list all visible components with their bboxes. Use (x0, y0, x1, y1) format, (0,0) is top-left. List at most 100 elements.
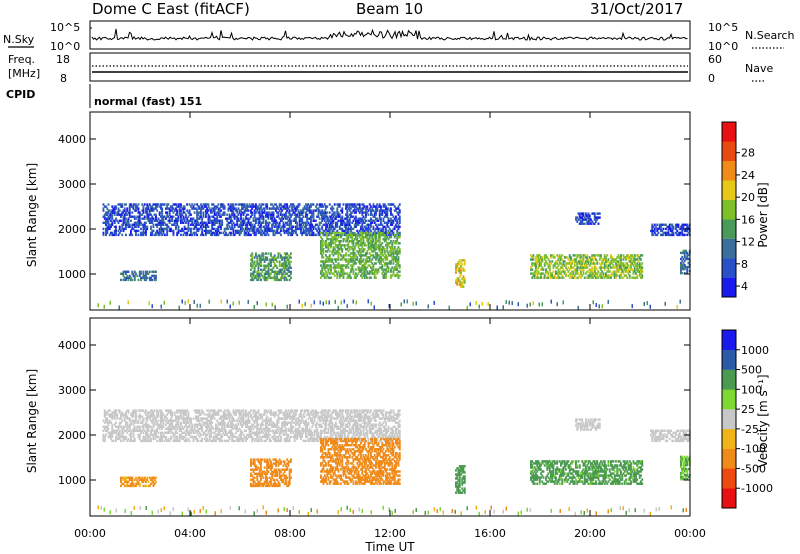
colorbar-tick-label: -1000 (741, 482, 773, 495)
x-tick-label: 00:00 (674, 527, 706, 540)
colorbar-tick-label: 4 (741, 280, 748, 293)
scatter-region-4 (455, 465, 466, 494)
power-ylabel: Slant Range [km] (25, 163, 39, 267)
scatter-region-2 (250, 458, 292, 488)
colorbar-swatch (722, 488, 736, 509)
time-x-axis: 00:00 04:00 08:00 12:00 16:00 20:00 00:00 (74, 112, 706, 540)
colorbar-swatch (722, 349, 736, 370)
scatter-region-8 (680, 455, 691, 481)
freq-panel (89, 52, 691, 82)
colorbar-tick-label: 1000 (741, 344, 769, 357)
y-tick-label: 3000 (58, 178, 86, 191)
time-xlabel: Time UT (364, 540, 415, 554)
nsky-trace (90, 27, 688, 42)
colorbar-swatch (722, 180, 736, 200)
freq-unit-label: [MHz] (8, 67, 40, 80)
velocity-y-axis: 1000 2000 3000 4000 (58, 339, 690, 487)
colorbar-tick-label: -500 (741, 462, 766, 475)
y-tick-label: 3000 (58, 384, 86, 397)
y-tick-label: 2000 (58, 429, 86, 442)
velocity-colorbar: 1000 500 100 25 -25 -100 -500 -1000 (721, 329, 773, 509)
colorbar-tick-label: -100 (741, 443, 766, 456)
scatter-region-0 (102, 409, 401, 443)
colorbar-tick-label: 8 (741, 258, 748, 271)
colorbar-swatch (722, 219, 736, 239)
nsky-series (91, 28, 688, 42)
cpid-value: normal (fast) 151 (94, 95, 202, 108)
colorbar-swatch (722, 258, 736, 278)
colorbar-tick-label: 28 (741, 147, 755, 160)
station-title: Dome C East (fitACF) (92, 0, 250, 18)
nave-tick-bottom: 0 (708, 72, 715, 85)
colorbar-tick-label: 25 (741, 403, 755, 416)
velocity-heatmap (97, 409, 691, 516)
x-tick-label: 12:00 (374, 527, 406, 540)
nsky-panel (89, 20, 691, 50)
scatter-region-3 (320, 231, 401, 279)
x-tick-label: 00:00 (74, 527, 106, 540)
y-tick-label: 1000 (58, 474, 86, 487)
scatter-region-8 (680, 249, 691, 275)
nsearch-label: N.Search (745, 29, 795, 42)
near-range-scatter (97, 505, 687, 516)
colorbar-frame (721, 329, 737, 509)
scatter-region-5 (530, 254, 644, 279)
colorbar-tick-label: 16 (741, 213, 755, 226)
date-label: 31/Oct/2017 (590, 0, 683, 18)
freq-label: Freq. (8, 53, 35, 66)
x-tick-label: 16:00 (474, 527, 506, 540)
colorbar-swatch (722, 389, 736, 410)
nsky-tick-top: 10^5 (50, 21, 80, 34)
nave-label: Nave (745, 62, 773, 75)
colorbar-swatch (722, 448, 736, 469)
colorbar-swatch (722, 330, 736, 350)
scatter-region-0 (102, 203, 401, 237)
colorbar-swatch (722, 428, 736, 449)
y-tick-label: 2000 (58, 223, 86, 236)
scatter-region-5 (530, 460, 644, 485)
power-y-axis: 1000 2000 3000 4000 (58, 133, 690, 281)
beam-label: Beam 10 (356, 0, 423, 18)
y-tick-label: 1000 (58, 268, 86, 281)
velocity-ylabel: Slant Range [km] (25, 369, 39, 473)
scatter-region-4 (455, 259, 466, 288)
colorbar-tick-label: 20 (741, 191, 755, 204)
power-colorbar: 28 24 20 16 12 8 4 (721, 121, 755, 298)
colorbar-swatch (722, 277, 736, 298)
colorbar-swatch (722, 160, 736, 181)
nsky-label: N.Sky (3, 33, 35, 46)
scatter-region-6 (575, 418, 601, 431)
nsky-right-tick-bottom: 10^0 (708, 40, 738, 53)
x-tick-label: 04:00 (174, 527, 206, 540)
nsky-tick-bottom: 10^0 (50, 40, 80, 53)
colorbar-swatch (722, 369, 736, 390)
near-range-scatter (97, 299, 681, 310)
nave-tick-top: 60 (708, 53, 722, 66)
y-tick-label: 4000 (58, 133, 86, 146)
x-tick-label: 20:00 (574, 527, 606, 540)
colorbar-swatch (722, 238, 736, 259)
freq-tick-bottom: 8 (60, 72, 67, 85)
power-colorbar-title: Power [dB] (756, 182, 770, 247)
colorbar-tick-label: -25 (741, 423, 759, 436)
scatter-region-7 (650, 223, 691, 237)
colorbar-frame (721, 121, 737, 298)
freq-tick-top: 18 (56, 53, 70, 66)
scatter-region-2 (250, 252, 292, 282)
colorbar-swatch (722, 409, 736, 430)
colorbar-swatch (722, 122, 736, 142)
colorbar-tick-label: 500 (741, 364, 762, 377)
cpid-label: CPID (6, 88, 35, 101)
scatter-region-7 (650, 429, 691, 443)
colorbar-tick-label: 100 (741, 383, 762, 396)
colorbar-tick-label: 12 (741, 236, 755, 249)
velocity-colorbar-title: Velocity [m s⁻¹] (756, 374, 770, 467)
colorbar-tick-label: 24 (741, 169, 755, 182)
colorbar-swatch (722, 468, 736, 489)
colorbar-swatch (722, 141, 736, 161)
scatter-region-1 (120, 476, 157, 488)
power-heatmap (97, 203, 691, 310)
nsky-right-tick-top: 10^5 (708, 21, 738, 34)
scatter-region-1 (120, 270, 157, 282)
